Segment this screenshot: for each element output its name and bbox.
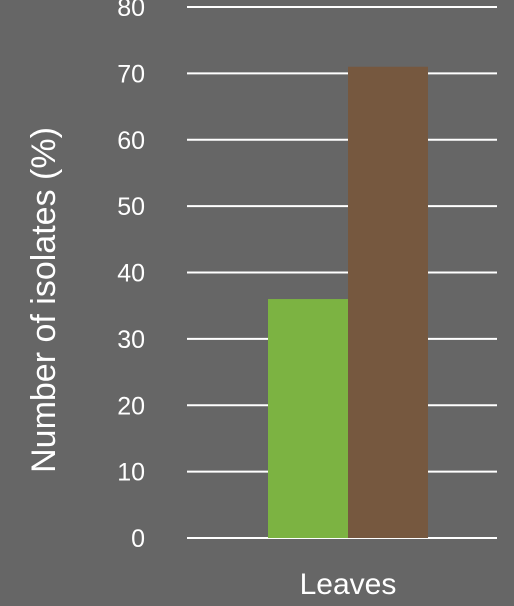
x-axis-categories: Leaves xyxy=(300,568,397,601)
bar-series-1-leaves xyxy=(268,299,348,538)
y-tick-label-10: 10 xyxy=(117,459,145,487)
y-axis-ticks: 0 10 20 30 40 50 60 70 80 xyxy=(117,0,145,553)
y-tick-label-30: 30 xyxy=(117,326,145,354)
y-tick-label-80: 80 xyxy=(117,0,145,22)
y-tick-label-20: 20 xyxy=(117,392,145,420)
y-tick-label-40: 40 xyxy=(117,260,145,288)
y-axis-label: Number of isolates (%) xyxy=(25,127,63,473)
y-tick-label-50: 50 xyxy=(117,193,145,221)
y-tick-label-0: 0 xyxy=(131,525,145,553)
gridlines xyxy=(187,6,497,539)
y-tick-label-70: 70 xyxy=(117,60,145,88)
x-category-label-leaves: Leaves xyxy=(300,568,397,601)
bar-series-2-leaves xyxy=(348,66,428,539)
bars xyxy=(268,66,428,539)
y-tick-label-60: 60 xyxy=(117,127,145,155)
